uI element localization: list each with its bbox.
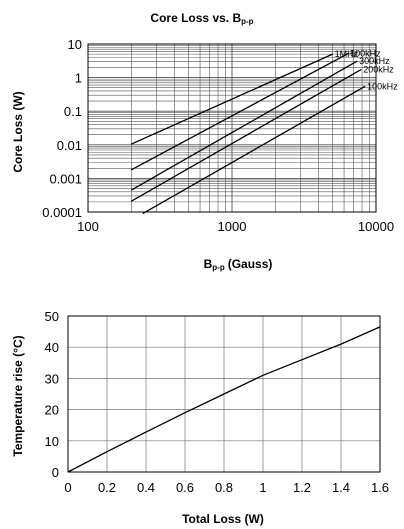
y-tick-label: 40 [45, 340, 59, 355]
y-tick-label: 0 [52, 465, 59, 480]
x-tick-label: 0.4 [137, 480, 155, 495]
tick-labels: 100 1000 10000 0.0001 0.001 0.01 0.1 1 10 [42, 37, 394, 234]
x-tick-label: 100 [77, 219, 99, 234]
series-label: 200kHz [363, 64, 394, 74]
series-line [131, 52, 349, 171]
series-label: 100kHz [367, 81, 398, 91]
y-tick-label: 0.01 [57, 138, 82, 153]
series-line [131, 53, 333, 145]
tick-labels: 0 0.2 0.4 0.6 0.8 1 1.2 1.4 1.6 0 10 20 30 40 50 [45, 309, 390, 495]
y-tick-label: 20 [45, 403, 59, 418]
series-label: 1MHz [335, 49, 359, 59]
series-line [131, 60, 358, 191]
core-loss-chart: Core Loss vs. Bp-p 100 1000 10000 0.0001 0.0… [11, 11, 398, 272]
y-tick-label: 50 [45, 309, 59, 324]
x-tick-label: 0.8 [215, 480, 233, 495]
x-tick-label: 10000 [358, 219, 394, 234]
x-tick-label: 1.2 [293, 480, 311, 495]
y-tick-label: 0.001 [49, 171, 82, 186]
y-axis-label: Core Loss (W) [11, 91, 25, 172]
grid [88, 44, 376, 212]
series-line [131, 68, 362, 202]
plot-frame [87, 43, 377, 213]
x-tick-label: 1 [259, 480, 266, 495]
x-tick-label: 1000 [218, 219, 247, 234]
y-axis-label: Temperature rise (°C) [11, 335, 25, 456]
series-line [67, 326, 381, 473]
series-line [142, 85, 366, 215]
y-tick-label: 10 [45, 434, 59, 449]
series-lines [131, 52, 366, 215]
plot-frame [67, 315, 381, 473]
temperature-rise-chart: 0 0.2 0.4 0.6 0.8 1 1.2 1.4 1.6 0 10 20 30 40 50 Total… [11, 309, 389, 526]
grid [68, 316, 380, 472]
y-tick-label: 30 [45, 371, 59, 386]
y-tick-label: 0.0001 [42, 205, 82, 220]
x-axis-label: Total Loss (W) [182, 512, 264, 526]
chart-title: Core Loss vs. Bp-p [150, 11, 253, 26]
x-tick-label: 0.6 [176, 480, 194, 495]
x-axis-label: Bp-p (Gauss) [204, 257, 273, 272]
x-tick-label: 0 [64, 480, 71, 495]
x-tick-label: 1.4 [332, 480, 350, 495]
series-label: 500kHz [350, 49, 381, 59]
x-tick-label: 1.6 [371, 480, 389, 495]
y-tick-label: 1 [75, 71, 82, 86]
y-tick-label: 10 [68, 37, 82, 52]
x-tick-label: 0.2 [98, 480, 116, 495]
series-label: 300kHz [359, 56, 390, 66]
series-lines [67, 326, 381, 473]
y-tick-label: 0.1 [64, 104, 82, 119]
